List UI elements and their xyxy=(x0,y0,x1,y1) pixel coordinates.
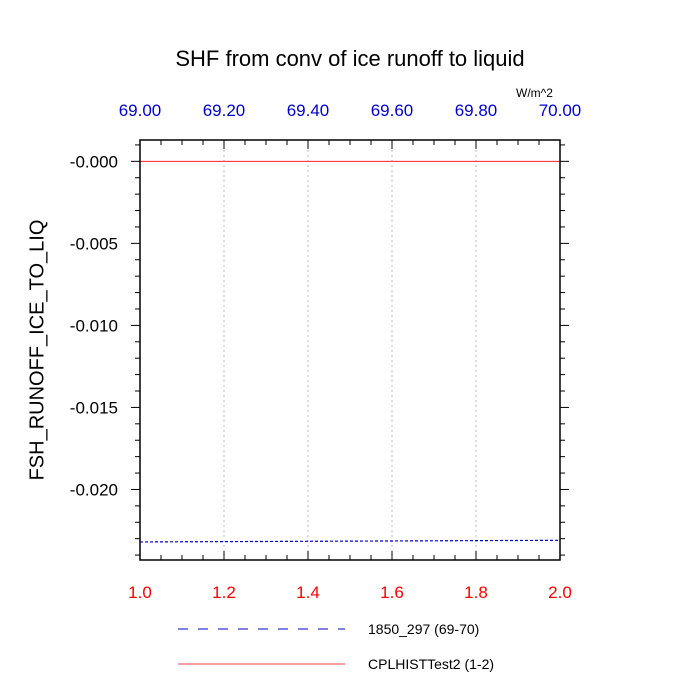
axis-ticks: 1.0 1.2 1.4 1.6 1.8 2.0 69.00 69.20 69.40 69.60 69… xyxy=(70,101,581,602)
x-tick-label-top-3: 69.60 xyxy=(371,101,414,120)
y-tick-label-2: -0.010 xyxy=(70,316,118,335)
x-tick-label-top-1: 69.20 xyxy=(203,101,246,120)
y-tick-label-3: -0.015 xyxy=(70,398,118,417)
x-tick-label-top-4: 69.80 xyxy=(455,101,498,120)
x-tick-label-bottom-0: 1.0 xyxy=(128,583,152,602)
x-tick-label-top-2: 69.40 xyxy=(287,101,330,120)
chart-title: SHF from conv of ice runoff to liquid xyxy=(175,46,525,71)
y-tick-label-0: -0.000 xyxy=(70,152,118,171)
y-axis-label: FSH_RUNOFF_ICE_TO_LIQ xyxy=(26,219,49,481)
x-tick-label-bottom-1: 1.2 xyxy=(212,583,236,602)
y-tick-label-4: -0.020 xyxy=(70,480,118,499)
plot-frame xyxy=(139,139,561,561)
series-lines xyxy=(139,160,561,543)
x-tick-label-bottom-4: 1.8 xyxy=(464,583,488,602)
x-tick-label-top-0: 69.00 xyxy=(119,101,162,120)
grid-lines xyxy=(223,140,477,560)
x-tick-label-bottom-3: 1.6 xyxy=(380,583,404,602)
legend xyxy=(178,628,345,665)
y-tick-label-1: -0.005 xyxy=(70,234,118,253)
legend-label-cplhisttest2: CPLHISTTest2 (1-2) xyxy=(368,656,495,672)
x-tick-label-bottom-5: 2.0 xyxy=(548,583,572,602)
series-line-0 xyxy=(139,539,561,543)
units-label: W/m^2 xyxy=(516,86,553,100)
legend-label-1850-297: 1850_297 (69-70) xyxy=(368,621,480,637)
x-tick-label-bottom-2: 1.4 xyxy=(296,583,320,602)
x-tick-label-top-5: 70.00 xyxy=(539,101,582,120)
